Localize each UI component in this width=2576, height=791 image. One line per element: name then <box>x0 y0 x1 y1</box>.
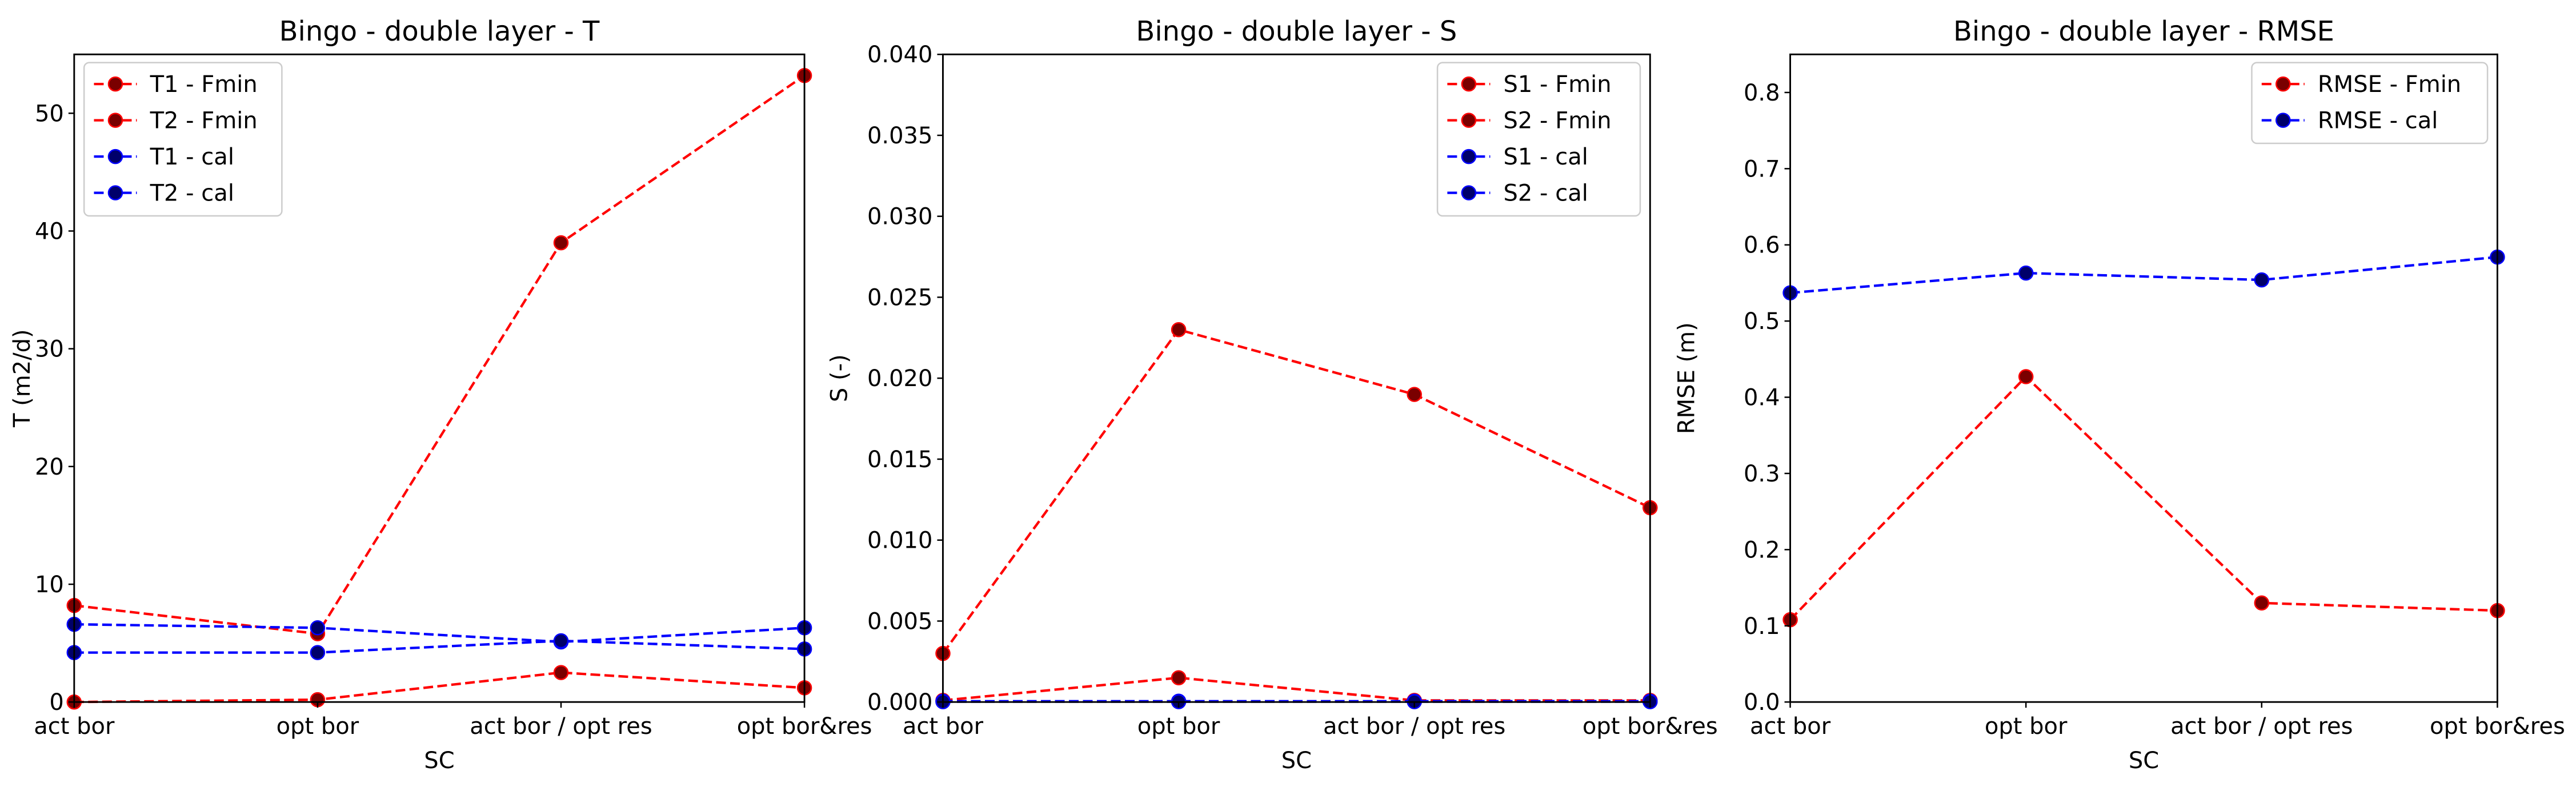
series-line-3-2 <box>1790 255 2498 294</box>
y-axis-label-1: T (m2/d) <box>9 329 35 428</box>
y-axis-label-3: RMSE (m) <box>1674 322 1700 434</box>
y-tick-label-3-9: 0.8 <box>1744 80 1780 106</box>
chart-title-1: Bingo - double layer - T <box>279 15 600 47</box>
data-point-3-2-2 <box>2018 265 2034 281</box>
series-line-3-1 <box>1789 375 2498 621</box>
series-line-1-4 <box>74 639 805 654</box>
x-tick-label-1-2: opt bor <box>277 713 359 740</box>
x-tick-label-3-1: act bor <box>1750 713 1831 740</box>
legend-label-3-1: RMSE - Fmin <box>2318 71 2461 98</box>
data-point-1-3-2 <box>310 620 326 636</box>
axes-frame-3 <box>1789 53 2498 703</box>
legend-label-2-3: S1 - cal <box>1504 144 1588 170</box>
x-tick-label-2-1: act bor <box>903 713 984 740</box>
data-point-2-2-2 <box>1171 670 1187 685</box>
y-tick-label-1-3: 20 <box>35 454 64 480</box>
legend-frame-2 <box>1436 62 1641 217</box>
y-tick-label-2-3: 0.010 <box>867 528 933 554</box>
y-tick-label-1-5: 40 <box>35 218 64 244</box>
x-axis-label-1: SC <box>424 748 454 774</box>
y-tick-label-3-6: 0.5 <box>1744 308 1780 335</box>
y-tick-label-3-7: 0.6 <box>1744 232 1780 259</box>
legend-marker-2-1 <box>1461 76 1477 92</box>
y-tick-label-2-2: 0.005 <box>867 608 933 635</box>
legend-marker-3-2 <box>2275 113 2291 128</box>
x-tick-label-1-4: opt bor&res <box>737 713 872 740</box>
data-point-1-2-3 <box>553 665 569 680</box>
y-tick-label-1-2: 10 <box>35 572 64 598</box>
chart-title-3: Bingo - double layer - RMSE <box>1953 15 2334 47</box>
legend-2: S1 - Fmin S2 - Fmin S1 - cal S2 - cal <box>1436 62 1641 217</box>
legend-frame-1 <box>83 62 283 217</box>
x-tick-label-3-3: act bor / opt res <box>2170 713 2353 740</box>
chart-panel-1: act bor opt bor act bor / opt res opt bor&r… <box>9 15 872 774</box>
chart-panel-2: act bor opt bor act bor / opt res opt bor&r… <box>826 15 1717 774</box>
legend-marker-1-3 <box>107 148 123 164</box>
series-line-1-2 <box>74 671 805 704</box>
y-tick-label-3-5: 0.4 <box>1744 385 1780 411</box>
x-tick-label-2-4: opt bor&res <box>1583 713 1718 740</box>
x-tick-label-3-2: opt bor <box>1985 713 2068 740</box>
y-tick-label-1-4: 30 <box>35 336 64 363</box>
y-tick-label-1-6: 50 <box>35 101 64 127</box>
data-point-1-4-3 <box>553 633 569 649</box>
legend-marker-2-2 <box>1461 113 1477 128</box>
legend-1: T1 - Fmin T2 - Fmin T1 - cal T2 - cal <box>83 62 283 217</box>
legend-marker-1-2 <box>107 113 123 128</box>
y-tick-label-3-8: 0.7 <box>1744 156 1780 182</box>
x-axis-label-3: SC <box>2129 748 2159 774</box>
data-point-1-4-2 <box>310 645 326 660</box>
y-tick-label-2-8: 0.035 <box>867 123 933 149</box>
y-tick-label-3-1: 0.0 <box>1744 689 1780 716</box>
legend-label-2-2: S2 - Fmin <box>1504 108 1612 134</box>
legend-marker-2-3 <box>1461 148 1477 164</box>
data-point-2-1-2 <box>1171 322 1187 338</box>
y-tick-label-3-4: 0.3 <box>1744 461 1780 487</box>
chart-title-2: Bingo - double layer - S <box>1136 15 1457 47</box>
y-tick-label-2-5: 0.020 <box>867 366 933 392</box>
y-tick-label-2-9: 0.040 <box>867 42 933 68</box>
x-tick-label-3-4: opt bor&res <box>2430 713 2565 740</box>
data-point-3-1-2 <box>2018 369 2034 384</box>
legend-label-3-2: RMSE - cal <box>2318 108 2438 134</box>
legend-label-1-3: T1 - cal <box>150 144 234 170</box>
series-line-1-3 <box>74 623 805 644</box>
y-tick-label-2-1: 0.000 <box>867 689 933 716</box>
y-tick-label-3-2: 0.1 <box>1744 613 1780 640</box>
legend-marker-1-1 <box>107 76 123 92</box>
y-tick-label-2-7: 0.030 <box>867 204 933 230</box>
legend-label-1-2: T2 - Fmin <box>150 108 258 134</box>
x-tick-label-2-2: opt bor <box>1137 713 1220 740</box>
data-point-1-1-3 <box>553 235 569 251</box>
data-point-3-1-3 <box>2254 595 2270 611</box>
legend-frame-3 <box>2251 62 2489 144</box>
x-tick-label-2-3: act bor / opt res <box>1323 713 1505 740</box>
legend-marker-1-4 <box>107 185 123 200</box>
y-tick-label-2-6: 0.025 <box>867 284 933 311</box>
legend-label-1-1: T1 - Fmin <box>150 71 258 98</box>
x-axis-label-2: SC <box>1281 748 1312 774</box>
legend-label-2-4: S2 - cal <box>1504 180 1588 207</box>
legend-marker-3-1 <box>2275 76 2291 92</box>
legend-3: RMSE - Fmin RMSE - cal <box>2251 62 2489 144</box>
chart-panel-3: act bor opt bor act bor / opt res opt bor&r… <box>1674 15 2565 774</box>
y-tick-label-3-3: 0.2 <box>1744 537 1780 563</box>
legend-label-1-4: T2 - cal <box>150 180 234 207</box>
legend-label-2-1: S1 - Fmin <box>1504 71 1612 98</box>
y-tick-label-1-1: 0 <box>49 689 63 716</box>
series-line-2-1 <box>942 328 1651 655</box>
x-tick-label-1-3: act bor / opt res <box>470 713 652 740</box>
x-tick-label-1-1: act bor <box>34 713 115 740</box>
data-point-3-2-3 <box>2254 272 2270 288</box>
y-tick-label-2-4: 0.015 <box>867 447 933 473</box>
axes-frame-1 <box>73 53 806 703</box>
y-axis-label-2: S (-) <box>826 354 852 402</box>
legend-marker-2-4 <box>1461 185 1477 200</box>
series-line-2-2 <box>943 676 1650 702</box>
data-point-2-1-3 <box>1407 387 1422 402</box>
